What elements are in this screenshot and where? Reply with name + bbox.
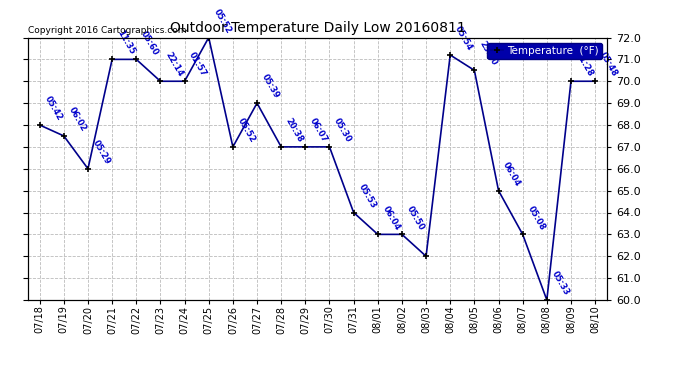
Text: 06:02: 06:02	[67, 106, 88, 133]
Text: 20:38: 20:38	[284, 117, 305, 144]
Text: 01:28: 01:28	[574, 51, 595, 78]
Text: 05:50: 05:50	[405, 204, 426, 232]
Text: 05:33: 05:33	[550, 270, 571, 297]
Text: Copyright 2016 Cartographics.com: Copyright 2016 Cartographics.com	[28, 26, 186, 35]
Text: 11:35: 11:35	[115, 29, 136, 57]
Title: Outdoor Temperature Daily Low 20160811: Outdoor Temperature Daily Low 20160811	[170, 21, 465, 35]
Text: 22:14: 22:14	[164, 51, 184, 78]
Text: 01:57: 01:57	[188, 51, 208, 78]
Legend: Temperature  (°F): Temperature (°F)	[487, 43, 602, 59]
Text: 05:29: 05:29	[91, 138, 112, 166]
Text: 05:08: 05:08	[526, 204, 546, 232]
Text: 06:04: 06:04	[381, 204, 402, 232]
Text: 05:52: 05:52	[236, 116, 257, 144]
Text: 05:48: 05:48	[598, 51, 619, 78]
Text: 06:04: 06:04	[502, 160, 522, 188]
Text: 05:52: 05:52	[212, 7, 233, 35]
Text: 05:53: 05:53	[357, 182, 377, 210]
Text: 05:30: 05:30	[333, 117, 353, 144]
Text: 05:42: 05:42	[43, 94, 63, 122]
Text: 23:50: 23:50	[477, 40, 498, 68]
Text: 06:07: 06:07	[308, 117, 329, 144]
Text: 05:60: 05:60	[139, 29, 160, 57]
Text: 05:54: 05:54	[453, 24, 474, 52]
Text: 05:39: 05:39	[260, 73, 281, 100]
